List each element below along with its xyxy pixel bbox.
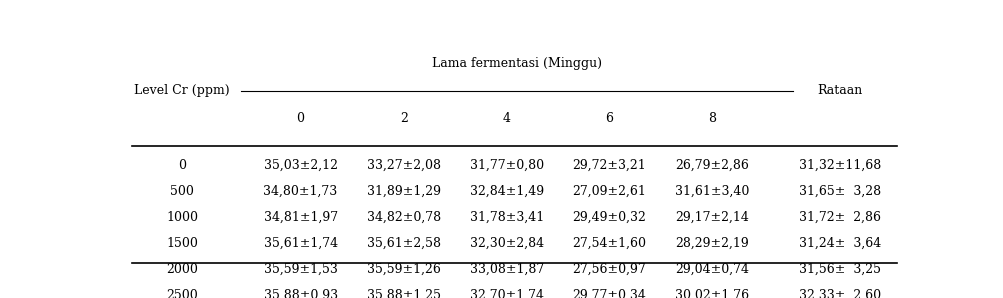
Text: 26,79±2,86: 26,79±2,86 (675, 159, 748, 172)
Text: 1000: 1000 (166, 211, 199, 224)
Text: 35,03±2,12: 35,03±2,12 (264, 159, 337, 172)
Text: 29,04±0,74: 29,04±0,74 (674, 263, 748, 276)
Text: 500: 500 (171, 185, 194, 198)
Text: 35,59±1,26: 35,59±1,26 (367, 263, 440, 276)
Text: 32,70±1,74: 32,70±1,74 (469, 288, 544, 298)
Text: 33,08±1,87: 33,08±1,87 (469, 263, 544, 276)
Text: 35,88±0,93: 35,88±0,93 (263, 288, 337, 298)
Text: 29,49±0,32: 29,49±0,32 (572, 211, 646, 224)
Text: 31,89±1,29: 31,89±1,29 (367, 185, 440, 198)
Text: 31,24±  3,64: 31,24± 3,64 (797, 237, 880, 250)
Text: 31,72±  2,86: 31,72± 2,86 (798, 211, 880, 224)
Text: 27,09±2,61: 27,09±2,61 (572, 185, 646, 198)
Text: 34,82±0,78: 34,82±0,78 (367, 211, 440, 224)
Text: 29,17±2,14: 29,17±2,14 (675, 211, 748, 224)
Text: 34,81±1,97: 34,81±1,97 (263, 211, 337, 224)
Text: 4: 4 (503, 112, 511, 125)
Text: 0: 0 (296, 112, 304, 125)
Text: Rataan: Rataan (816, 84, 862, 97)
Text: 31,77±0,80: 31,77±0,80 (469, 159, 544, 172)
Text: Level Cr (ppm): Level Cr (ppm) (134, 84, 230, 97)
Text: 32,33±  2,60: 32,33± 2,60 (798, 288, 880, 298)
Text: 33,27±2,08: 33,27±2,08 (367, 159, 440, 172)
Text: 30,02±1,76: 30,02±1,76 (674, 288, 748, 298)
Text: 1500: 1500 (166, 237, 198, 250)
Text: 2000: 2000 (166, 263, 198, 276)
Text: 8: 8 (707, 112, 715, 125)
Text: 31,78±3,41: 31,78±3,41 (469, 211, 544, 224)
Text: 27,54±1,60: 27,54±1,60 (572, 237, 646, 250)
Text: 35,88±1,25: 35,88±1,25 (367, 288, 440, 298)
Text: Lama fermentasi (Minggu): Lama fermentasi (Minggu) (431, 57, 601, 70)
Text: 2: 2 (400, 112, 407, 125)
Text: 32,84±1,49: 32,84±1,49 (469, 185, 544, 198)
Text: 27,56±0,97: 27,56±0,97 (572, 263, 646, 276)
Text: 35,59±1,53: 35,59±1,53 (264, 263, 337, 276)
Text: 31,65±  3,28: 31,65± 3,28 (798, 185, 880, 198)
Text: 6: 6 (605, 112, 613, 125)
Text: 31,32±11,68: 31,32±11,68 (797, 159, 880, 172)
Text: 28,29±2,19: 28,29±2,19 (675, 237, 748, 250)
Text: 31,61±3,40: 31,61±3,40 (674, 185, 748, 198)
Text: 2500: 2500 (166, 288, 198, 298)
Text: 35,61±1,74: 35,61±1,74 (263, 237, 337, 250)
Text: 29,72±3,21: 29,72±3,21 (572, 159, 646, 172)
Text: 31,56±  3,25: 31,56± 3,25 (798, 263, 880, 276)
Text: 34,80±1,73: 34,80±1,73 (263, 185, 337, 198)
Text: 32,30±2,84: 32,30±2,84 (469, 237, 544, 250)
Text: 35,61±2,58: 35,61±2,58 (367, 237, 440, 250)
Text: 29,77±0,34: 29,77±0,34 (572, 288, 646, 298)
Text: 0: 0 (179, 159, 187, 172)
